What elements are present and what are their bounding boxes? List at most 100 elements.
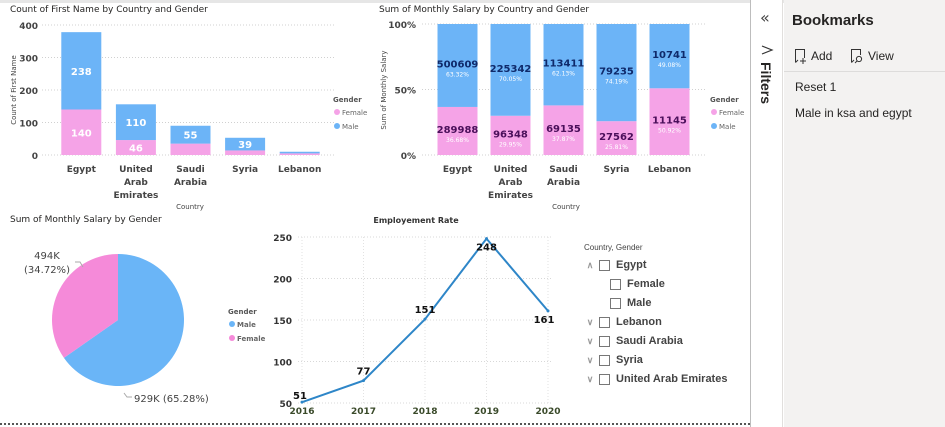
salary-by-gender-pie-chart[interactable]: Sum of Monthly Salary by Gender 929K (65.…	[0, 210, 268, 422]
slicer-item-label: Egypt	[616, 259, 647, 271]
slicer-item-male[interactable]: Male	[610, 297, 651, 309]
y-axis-label: Count of First Name	[10, 55, 18, 125]
y-tick-label: 300	[19, 55, 38, 65]
bar-male[interactable]	[170, 125, 211, 144]
legend-item[interactable]: Male	[342, 123, 359, 131]
slicer-item-female[interactable]: Female	[610, 278, 665, 290]
checkbox[interactable]	[599, 259, 610, 271]
bar-female[interactable]	[490, 115, 531, 155]
filters-label[interactable]: Filters	[758, 62, 774, 105]
bar-male[interactable]	[279, 151, 320, 154]
data-label: 51	[293, 391, 307, 402]
checkbox[interactable]	[610, 278, 621, 290]
data-label: 151	[415, 305, 436, 316]
checkbox[interactable]	[599, 316, 610, 328]
chevron-down-icon[interactable]: ∨	[586, 316, 594, 327]
data-label: 248	[476, 243, 497, 254]
employment-rate-line-chart[interactable]: Employement Rate 50 100 150 200 250 2016 2017 20…	[268, 210, 573, 422]
bar-female[interactable]	[437, 106, 478, 155]
filters-pane-collapsed[interactable]: « Filters	[751, 0, 783, 427]
bookmark-item[interactable]: Reset 1	[795, 80, 837, 94]
legend-title: Gender	[228, 308, 257, 316]
data-label: 289988	[437, 125, 479, 136]
slicer-item-label: United Arab Emirates	[616, 373, 728, 385]
data-point[interactable]	[546, 309, 550, 313]
y-tick-label: 50	[279, 400, 292, 410]
bookmark-item[interactable]: Male in ksa and egypt	[795, 106, 912, 120]
data-point[interactable]	[485, 237, 488, 241]
x-tick-label: 2018	[412, 407, 437, 417]
data-point[interactable]	[300, 400, 304, 404]
data-point[interactable]	[362, 379, 365, 383]
legend-item[interactable]: Female	[342, 109, 367, 117]
chevron-down-icon[interactable]: ∨	[586, 354, 594, 365]
percent-label: 63.32%	[446, 71, 469, 78]
bar-female[interactable]	[61, 109, 102, 156]
slicer-item-saudi-arabia[interactable]: ∨ Saudi Arabia	[584, 335, 683, 347]
slicer-item-label: Syria	[616, 354, 643, 366]
bar-male[interactable]	[115, 104, 156, 141]
chart-title: Count of First Name by Country and Gende…	[10, 5, 208, 15]
chart-title: Sum of Monthly Salary by Country and Gen…	[379, 5, 589, 15]
bar-female[interactable]	[170, 143, 211, 155]
percent-label: 37.87%	[552, 136, 575, 143]
checkbox[interactable]	[610, 297, 621, 309]
y-tick-label: 0%	[401, 152, 416, 162]
data-point[interactable]	[423, 317, 427, 321]
bookmarks-pane: Bookmarks Add View Reset 1 Male in ksa a…	[784, 0, 945, 427]
bar-female[interactable]	[115, 140, 156, 155]
chart-title: Sum of Monthly Salary by Gender	[10, 215, 162, 225]
y-tick-label: 200	[19, 87, 38, 97]
x-tick-label: Lebanon	[648, 165, 691, 175]
x-tick-label: Lebanon	[278, 165, 321, 175]
bar-female[interactable]	[596, 121, 637, 155]
bar-male[interactable]	[490, 24, 531, 116]
count-by-country-gender-chart[interactable]: Count of First Name by Country and Gende…	[0, 0, 372, 212]
bar-male[interactable]	[225, 137, 266, 151]
slicer-item-label: Saudi Arabia	[616, 335, 683, 347]
bar-male[interactable]	[437, 24, 478, 107]
data-label: 77	[357, 367, 371, 378]
bar-female[interactable]	[543, 105, 584, 155]
legend-item[interactable]: Male	[719, 123, 736, 131]
data-label: 500609	[437, 59, 479, 70]
legend-item[interactable]: Male	[237, 321, 256, 329]
salary-by-country-gender-chart[interactable]: Sum of Monthly Salary by Country and Gen…	[372, 0, 750, 212]
checkbox[interactable]	[599, 373, 610, 385]
x-tick-label: Arab	[499, 178, 523, 188]
pie-slice-female[interactable]	[52, 254, 119, 358]
view-bookmark-button[interactable]: View	[850, 48, 894, 64]
legend-title: Gender	[710, 96, 739, 104]
slicer-item-united-arab-emirates[interactable]: ∨ United Arab Emirates	[584, 373, 728, 385]
slicer-item-syria[interactable]: ∨ Syria	[584, 354, 643, 366]
legend-marker	[229, 321, 235, 327]
x-tick-label: 2016	[289, 407, 314, 417]
chevron-up-icon[interactable]: ∧	[586, 259, 594, 270]
chevron-down-icon[interactable]: ∨	[586, 335, 594, 346]
add-bookmark-button[interactable]: Add	[794, 48, 832, 64]
x-axis-label: Country	[552, 203, 580, 211]
data-label: 11145	[652, 116, 687, 127]
slicer-item-egypt[interactable]: ∧ Egypt	[584, 259, 647, 271]
funnel-icon	[761, 45, 774, 55]
percent-label: 62.13%	[552, 71, 575, 78]
bar-female[interactable]	[649, 88, 690, 155]
bar-male[interactable]	[61, 32, 102, 110]
bar-female[interactable]	[225, 150, 266, 155]
checkbox[interactable]	[599, 335, 610, 347]
legend-item[interactable]: Female	[719, 109, 744, 117]
checkbox[interactable]	[599, 354, 610, 366]
x-tick-label: Arabia	[547, 178, 580, 188]
bar-male[interactable]	[596, 24, 637, 122]
legend-item[interactable]: Female	[237, 335, 266, 343]
bar-male[interactable]	[649, 24, 690, 89]
bar-male[interactable]	[543, 24, 584, 106]
pie-slice-male[interactable]	[63, 254, 184, 386]
percent-label: 70.05%	[499, 76, 522, 83]
slicer-item-lebanon[interactable]: ∨ Lebanon	[584, 316, 662, 328]
bar-female[interactable]	[279, 153, 320, 155]
double-chevron-left-icon[interactable]: «	[760, 8, 770, 27]
x-tick-label: Egypt	[443, 165, 473, 175]
data-label: 39	[238, 140, 252, 151]
chevron-down-icon[interactable]: ∨	[586, 373, 594, 384]
